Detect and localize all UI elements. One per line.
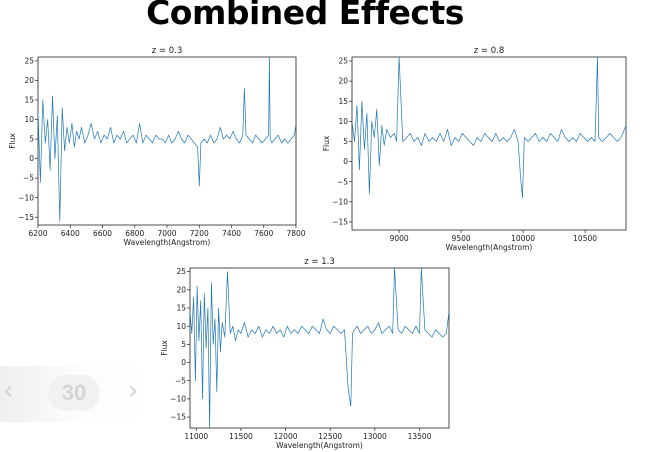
y-tick-label: 25 <box>338 57 348 66</box>
y-tick-label: 5 <box>181 340 186 349</box>
y-tick-label: 15 <box>176 304 186 313</box>
y-tick-label: 20 <box>24 76 34 85</box>
x-tick-label: 10500 <box>573 234 597 243</box>
chart-title: z = 0.3 <box>152 46 183 56</box>
x-tick-label: 11000 <box>184 432 208 441</box>
x-tick-label: 7000 <box>157 229 176 238</box>
previous-slide-icon[interactable]: ‹ <box>3 376 14 406</box>
y-tick-label: 25 <box>24 57 34 66</box>
chart-title: z = 1.3 <box>304 257 335 267</box>
x-tick-label: 6400 <box>61 229 80 238</box>
x-tick-label: 6200 <box>28 229 47 238</box>
spectrum-line <box>38 57 296 222</box>
y-tick-label: −5 <box>337 177 348 186</box>
x-axis-label: Wavelength(Angstrom) <box>276 441 363 450</box>
x-axis-label: Wavelength(Angstrom) <box>124 238 211 247</box>
slide-number: 30 <box>48 375 100 411</box>
y-tick-label: 10 <box>176 322 186 331</box>
x-tick-label: 9500 <box>452 234 471 243</box>
x-tick-label: 7800 <box>286 229 305 238</box>
x-tick-label: 11500 <box>229 432 253 441</box>
x-tick-label: 7200 <box>190 229 209 238</box>
y-tick-label: −10 <box>170 395 186 404</box>
slide-pager: ‹ 30 › <box>0 366 150 422</box>
y-tick-label: −15 <box>18 213 34 222</box>
x-tick-label: 6800 <box>125 229 144 238</box>
chart-title: z = 0.8 <box>474 46 505 56</box>
y-tick-label: 25 <box>176 267 186 276</box>
y-axis-label: Flux <box>322 135 331 151</box>
x-tick-label: 9000 <box>390 234 409 243</box>
y-tick-label: 0 <box>343 157 348 166</box>
x-tick-label: 7600 <box>254 229 273 238</box>
x-tick-label: 12000 <box>274 432 298 441</box>
x-tick-label: 13000 <box>363 432 387 441</box>
y-tick-label: 0 <box>29 154 34 163</box>
y-tick-label: 20 <box>338 77 348 86</box>
y-tick-label: 15 <box>338 97 348 106</box>
plot-frame <box>189 267 450 429</box>
spectrum-line <box>352 57 626 199</box>
x-tick-label: 10000 <box>511 234 535 243</box>
x-tick-label: 6600 <box>93 229 112 238</box>
y-tick-label: 0 <box>181 358 186 367</box>
y-tick-label: −10 <box>18 193 34 202</box>
y-tick-label: −10 <box>332 197 348 206</box>
slide-title: Combined Effects <box>146 0 464 32</box>
y-axis-label: Flux <box>160 340 169 356</box>
plot-frame <box>351 56 627 231</box>
y-tick-label: −5 <box>23 174 34 183</box>
y-tick-label: 10 <box>24 115 34 124</box>
x-tick-label: 12500 <box>318 432 342 441</box>
y-tick-label: −15 <box>170 413 186 422</box>
y-tick-label: 20 <box>176 285 186 294</box>
y-tick-label: 5 <box>343 137 348 146</box>
y-tick-label: 10 <box>338 117 348 126</box>
y-axis-label: Flux <box>8 133 17 149</box>
x-axis-label: Wavelength(Angstrom) <box>446 243 533 252</box>
x-tick-label: 13500 <box>408 432 432 441</box>
x-tick-label: 7400 <box>222 229 241 238</box>
y-tick-label: 15 <box>24 96 34 105</box>
y-tick-label: −15 <box>332 218 348 227</box>
next-slide-icon[interactable]: › <box>128 376 139 406</box>
y-tick-label: 5 <box>29 135 34 144</box>
spectrum-line <box>190 268 449 428</box>
y-tick-label: −5 <box>175 376 186 385</box>
